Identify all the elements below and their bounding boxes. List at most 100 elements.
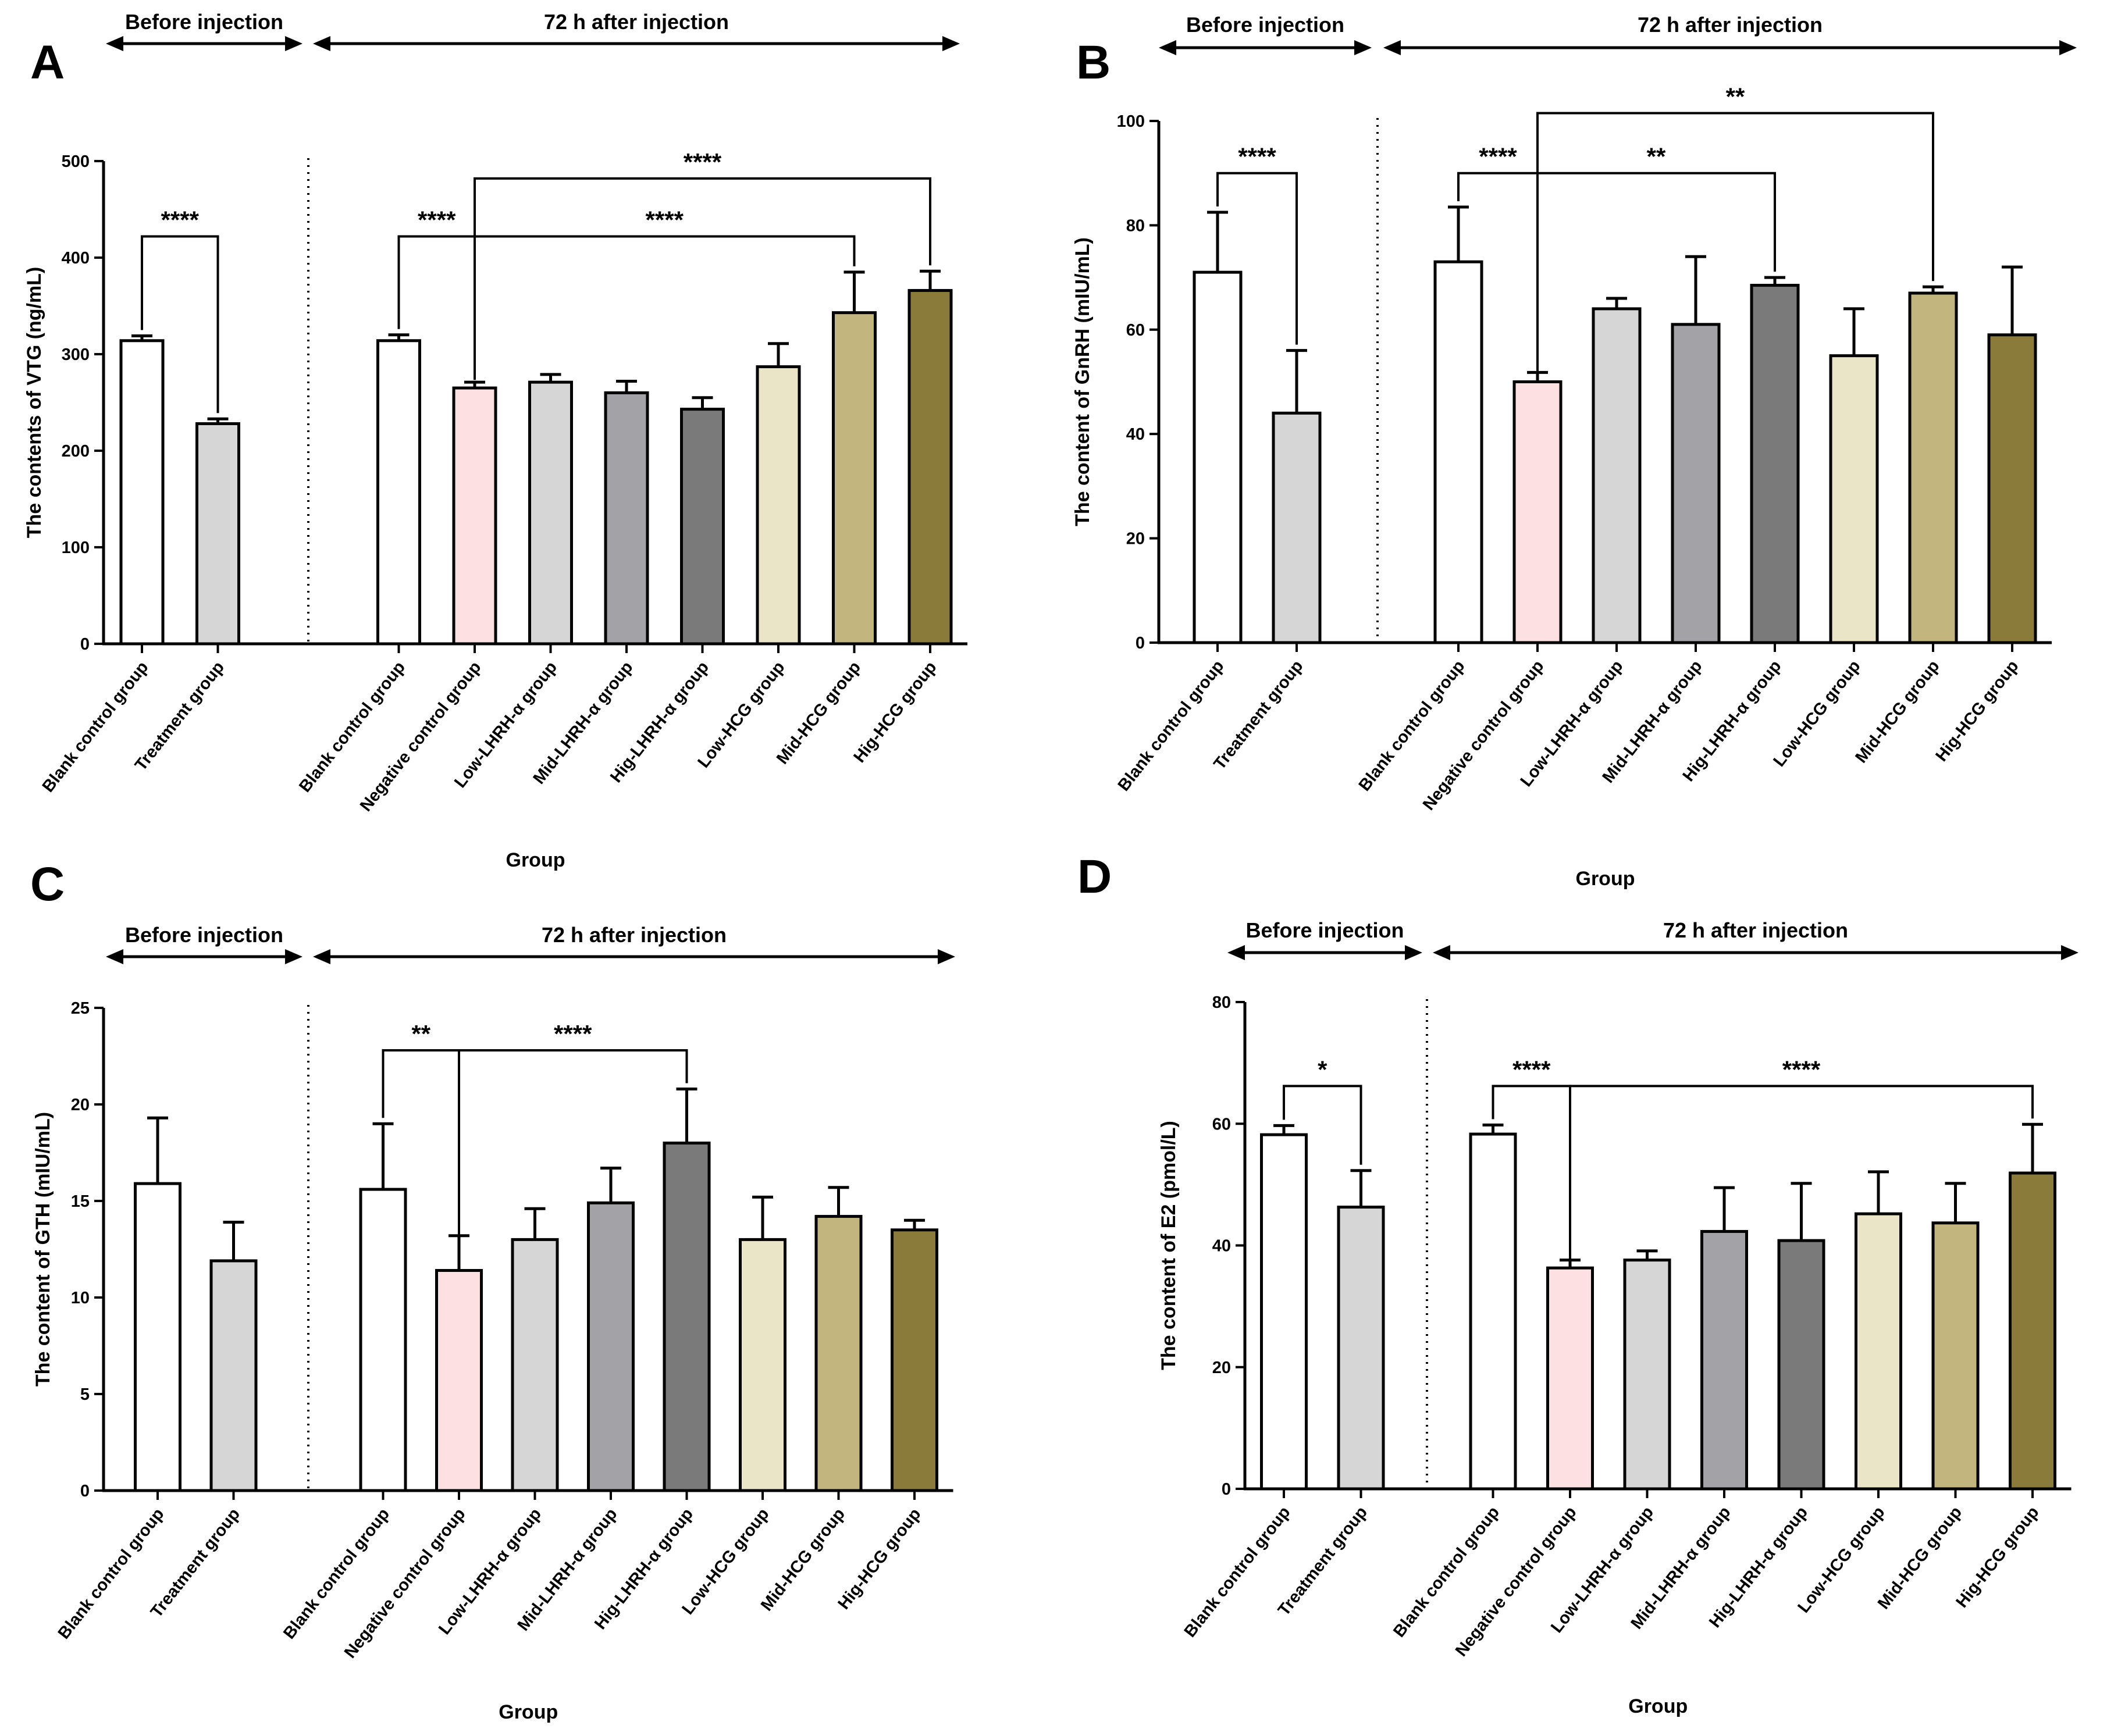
significance-label: **** bbox=[161, 206, 200, 233]
y-axis-title: The content of GTH (mIU/mL) bbox=[32, 1112, 54, 1386]
x-category-label: Blank control group bbox=[39, 658, 152, 796]
significance-bracket bbox=[474, 235, 856, 380]
section-label-after: 72 h after injection bbox=[542, 923, 727, 947]
arrow-head-icon bbox=[106, 949, 123, 964]
y-tick-label: 0 bbox=[1222, 1480, 1231, 1499]
y-axis-title: The content of GnRH (mIU/mL) bbox=[1072, 237, 1094, 526]
section-label-before: Before injection bbox=[1245, 918, 1404, 942]
x-axis-title: Group bbox=[1576, 868, 1635, 890]
significance-label: **** bbox=[554, 1020, 592, 1047]
arrow-head-icon bbox=[938, 949, 955, 964]
x-category-label: Blank control group bbox=[55, 1505, 168, 1643]
x-category-label: Low-HCG group bbox=[1794, 1503, 1888, 1617]
y-tick-label: 5 bbox=[80, 1385, 90, 1404]
arrow-head-icon bbox=[1433, 945, 1450, 960]
bar bbox=[739, 1238, 786, 1492]
y-tick-label: 60 bbox=[1126, 321, 1145, 340]
y-tick-label: 40 bbox=[1212, 1237, 1231, 1256]
bar bbox=[452, 386, 497, 646]
x-axis-title: Group bbox=[506, 849, 565, 871]
y-tick-label: 10 bbox=[71, 1289, 90, 1307]
chart-panel-b: B Before injection 72 h after injection 0 20… bbox=[1072, 13, 2077, 890]
y-tick-label: 20 bbox=[1126, 530, 1145, 548]
bar bbox=[1700, 1229, 1748, 1491]
arrow-head-icon bbox=[1227, 945, 1245, 960]
chart-panel-c: C Before injection 72 h after injection 0 5 1… bbox=[30, 858, 955, 1723]
y-tick-label: 60 bbox=[1212, 1115, 1231, 1133]
bar bbox=[891, 1228, 938, 1492]
significance-bracket bbox=[458, 1049, 688, 1263]
x-category-label: Hig-HCG group bbox=[1952, 1503, 2042, 1612]
significance-bracket bbox=[141, 235, 219, 413]
x-category-label: Mid-HCG group bbox=[1874, 1503, 1966, 1613]
bar bbox=[814, 1215, 863, 1492]
arrow-head-icon bbox=[1159, 40, 1176, 55]
bar bbox=[435, 1269, 483, 1492]
bar bbox=[528, 380, 573, 646]
section-label-after: 72 h after injection bbox=[1663, 918, 1848, 942]
bar bbox=[832, 311, 877, 646]
bar bbox=[2009, 1171, 2056, 1491]
bar bbox=[1623, 1259, 1671, 1491]
y-tick-label: 80 bbox=[1126, 216, 1145, 235]
significance-bracket bbox=[1283, 1085, 1362, 1165]
bar bbox=[587, 1201, 635, 1492]
y-tick-label: 200 bbox=[62, 442, 90, 461]
x-axis-title: Group bbox=[499, 1701, 558, 1723]
chart-panel-d: D Before injection 72 h after injection 0 20… bbox=[1077, 850, 2078, 1717]
bar bbox=[1337, 1206, 1385, 1491]
section-label-after: 72 h after injection bbox=[544, 10, 729, 34]
significance-label: ** bbox=[1647, 143, 1666, 170]
significance-label: **** bbox=[1238, 143, 1276, 170]
significance-label: ** bbox=[1726, 83, 1745, 110]
significance-label: **** bbox=[1479, 143, 1517, 170]
bar bbox=[1931, 1221, 1980, 1491]
bar bbox=[680, 408, 725, 646]
x-category-label: Hig-HCG group bbox=[850, 658, 940, 767]
y-tick-label: 300 bbox=[62, 345, 90, 364]
x-category-label: Mid-HCG group bbox=[1852, 657, 1943, 767]
y-tick-label: 15 bbox=[71, 1192, 90, 1211]
bar bbox=[209, 1259, 258, 1492]
x-category-label: Hig-HCG group bbox=[1932, 657, 2022, 765]
y-tick-label: 500 bbox=[62, 152, 90, 171]
bar bbox=[511, 1238, 559, 1492]
x-category-label: Treatment group bbox=[1210, 657, 1307, 773]
arrow-head-icon bbox=[2061, 945, 2078, 960]
arrow-head-icon bbox=[1354, 40, 1372, 55]
bar bbox=[1512, 380, 1563, 644]
bar bbox=[1546, 1266, 1594, 1491]
significance-bracket bbox=[1216, 172, 1298, 345]
y-tick-label: 400 bbox=[62, 249, 90, 268]
bar bbox=[134, 1182, 181, 1492]
y-axis-title: The content of E2 (pmol/L) bbox=[1158, 1121, 1180, 1370]
panel-letter: B bbox=[1076, 36, 1111, 89]
section-label-before: Before injection bbox=[1186, 13, 1344, 37]
bar bbox=[1592, 307, 1642, 644]
section-label-after: 72 h after injection bbox=[1638, 13, 1823, 37]
bar bbox=[1987, 333, 2037, 644]
arrow-head-icon bbox=[1383, 40, 1401, 55]
bar bbox=[1671, 323, 1721, 644]
panel-letter: A bbox=[30, 36, 65, 89]
bar bbox=[119, 339, 165, 646]
arrow-head-icon bbox=[2059, 40, 2077, 55]
y-tick-label: 0 bbox=[80, 1482, 90, 1500]
section-label-before: Before injection bbox=[125, 923, 283, 947]
arrow-head-icon bbox=[285, 36, 302, 51]
bar bbox=[376, 339, 421, 646]
x-category-label: Hig-HCG group bbox=[834, 1505, 924, 1613]
x-category-label: Mid-HCG group bbox=[757, 1505, 849, 1615]
x-category-label: Blank control group bbox=[1181, 1503, 1294, 1641]
arrow-head-icon bbox=[285, 949, 302, 964]
bar bbox=[1272, 411, 1322, 644]
significance-label: **** bbox=[1782, 1056, 1821, 1083]
bar bbox=[1260, 1133, 1308, 1491]
bar bbox=[663, 1141, 711, 1492]
y-tick-label: 0 bbox=[1136, 634, 1145, 653]
x-axis-title: Group bbox=[1628, 1695, 1688, 1717]
significance-label: **** bbox=[646, 206, 684, 233]
y-tick-label: 20 bbox=[71, 1096, 90, 1114]
y-tick-label: 20 bbox=[1212, 1359, 1231, 1377]
